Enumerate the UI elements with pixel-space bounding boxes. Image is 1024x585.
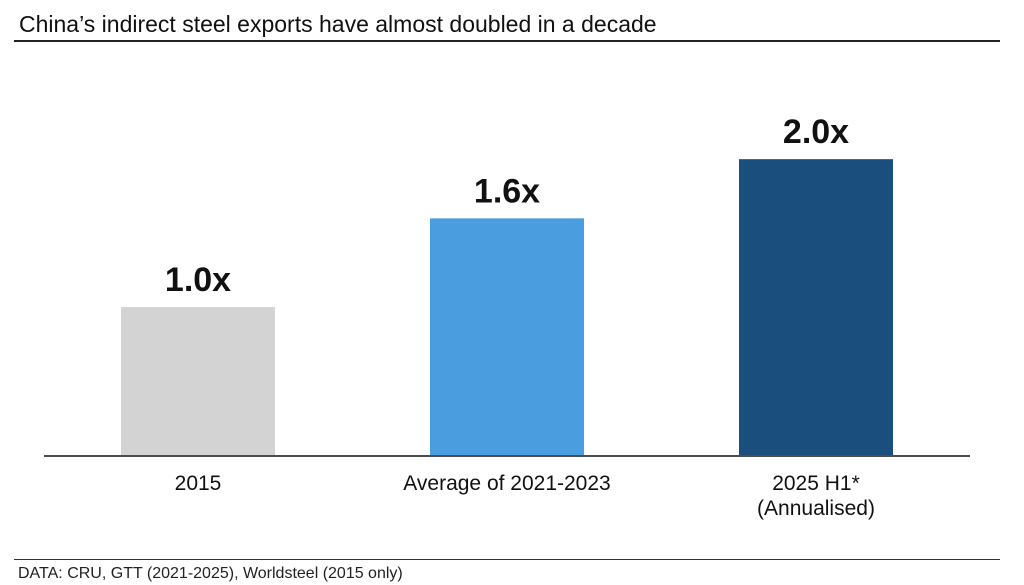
category-label-line: 2025 H1* — [772, 472, 860, 495]
footer-divider — [14, 559, 1000, 560]
data-label-3: 2.0x — [783, 113, 849, 151]
bar-1 — [121, 307, 275, 455]
data-label-1: 1.0x — [165, 261, 231, 299]
category-label-line: Average of 2021-2023 — [403, 472, 610, 495]
category-label-line: (Annualised) — [757, 497, 875, 520]
source-note: DATA: CRU, GTT (2021-2025), Worldsteel (… — [18, 565, 403, 582]
category-label-2: Average of 2021-2023 — [403, 472, 610, 495]
category-label-1: 2015 — [175, 472, 222, 495]
data-label-2: 1.6x — [474, 172, 540, 210]
chart-title: China’s indirect steel exports have almo… — [19, 11, 657, 37]
category-label-line: 2015 — [175, 472, 222, 495]
bars-layer — [121, 159, 893, 455]
data-labels-layer: 1.0x 1.6x 2.0x — [165, 113, 849, 299]
bar-3 — [739, 159, 893, 455]
category-labels-layer: 2015 Average of 2021-2023 2025 H1* (Annuali… — [175, 472, 875, 520]
title-divider — [14, 40, 1000, 42]
bar-2 — [430, 218, 584, 455]
category-label-3: 2025 H1* (Annualised) — [757, 472, 875, 520]
